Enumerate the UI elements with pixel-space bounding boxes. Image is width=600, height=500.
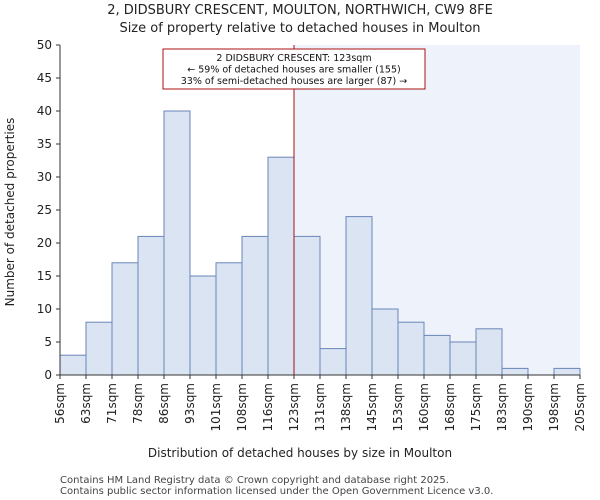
bar-63sqm xyxy=(85,321,113,376)
x-tick-label: 123sqm xyxy=(287,383,301,431)
x-tick-label: 93sqm xyxy=(183,383,197,424)
x-tick-label: 168sqm xyxy=(443,383,457,431)
x-tick-label: 108sqm xyxy=(235,383,249,431)
bar-108sqm xyxy=(241,235,269,376)
y-tick-label: 10 xyxy=(37,302,52,316)
bar-86sqm xyxy=(163,110,191,376)
x-tick-label: 86sqm xyxy=(157,383,171,424)
x-ticks-group: 56sqm 63sqm 71sqm 78sqm 86sqm 93sqm 101sqm 108s… xyxy=(53,375,587,431)
x-tick-label: 198sqm xyxy=(547,383,561,431)
x-tick-label: 71sqm xyxy=(105,383,119,424)
bar-168sqm xyxy=(449,341,477,376)
y-tick-label: 30 xyxy=(37,170,52,184)
y-tick-label: 20 xyxy=(37,236,52,250)
y-tick-label: 15 xyxy=(37,269,52,283)
x-tick-label: 131sqm xyxy=(313,383,327,431)
bars-group xyxy=(59,110,581,376)
x-tick-label: 78sqm xyxy=(131,383,145,424)
bar-56sqm xyxy=(59,354,87,376)
bar-183sqm xyxy=(501,367,529,376)
bar-116sqm xyxy=(267,156,295,376)
bar-160sqm xyxy=(423,334,451,376)
bar-138sqm xyxy=(345,216,373,376)
y-tick-label: 5 xyxy=(44,335,52,349)
larger-region-shading xyxy=(294,45,580,375)
bar-145sqm xyxy=(371,308,399,376)
bar-131sqm xyxy=(319,348,347,376)
bar-198sqm xyxy=(553,367,581,376)
bar-175sqm xyxy=(475,328,503,376)
bar-93sqm xyxy=(189,275,217,376)
annotation-box xyxy=(162,48,426,90)
x-tick-label: 101sqm xyxy=(209,383,223,431)
x-tick-label: 160sqm xyxy=(417,383,431,431)
x-tick-label: 183sqm xyxy=(495,383,509,431)
bar-153sqm xyxy=(397,321,425,376)
footer-line-1: Contains HM Land Registry data © Crown c… xyxy=(60,475,449,486)
chart-title: 2, DIDSBURY CRESCENT, MOULTON, NORTHWICH… xyxy=(107,3,493,18)
annotation-line-3: 33% of semi-detached houses are larger (… xyxy=(181,76,408,87)
x-tick-label: 175sqm xyxy=(469,383,483,431)
bar-78sqm xyxy=(137,235,165,376)
x-tick-label: 116sqm xyxy=(261,383,275,431)
x-tick-label: 138sqm xyxy=(339,383,353,431)
annotation-line-2: ← 59% of detached houses are smaller (15… xyxy=(187,65,400,76)
y-tick-label: 45 xyxy=(37,71,52,85)
bar-101sqm xyxy=(215,262,243,376)
y-tick-label: 40 xyxy=(37,104,52,118)
bar-123sqm xyxy=(293,235,321,376)
annotation-line-1: 2 DIDSBURY CRESCENT: 123sqm xyxy=(216,53,371,64)
x-tick-label: 153sqm xyxy=(391,383,405,431)
y-tick-label: 35 xyxy=(37,137,52,151)
y-tick-label: 0 xyxy=(44,368,52,382)
x-tick-label: 145sqm xyxy=(365,383,379,431)
x-tick-label: 190sqm xyxy=(521,383,535,431)
bar-71sqm xyxy=(111,262,139,376)
x-axis-label: Distribution of detached houses by size … xyxy=(148,446,452,460)
y-tick-label: 25 xyxy=(37,203,52,217)
x-tick-label: 56sqm xyxy=(53,383,67,424)
y-axis-label: Number of detached properties xyxy=(3,118,17,307)
y-tick-label: 50 xyxy=(37,38,52,52)
x-tick-label: 63sqm xyxy=(79,383,93,424)
x-tick-label: 205sqm xyxy=(573,383,587,431)
chart-subtitle: Size of property relative to detached ho… xyxy=(119,21,480,36)
footer-line-2: Contains public sector information licen… xyxy=(60,486,493,497)
y-ticks-group: 0 5 10 15 20 25 30 35 40 45 50 xyxy=(37,38,60,382)
